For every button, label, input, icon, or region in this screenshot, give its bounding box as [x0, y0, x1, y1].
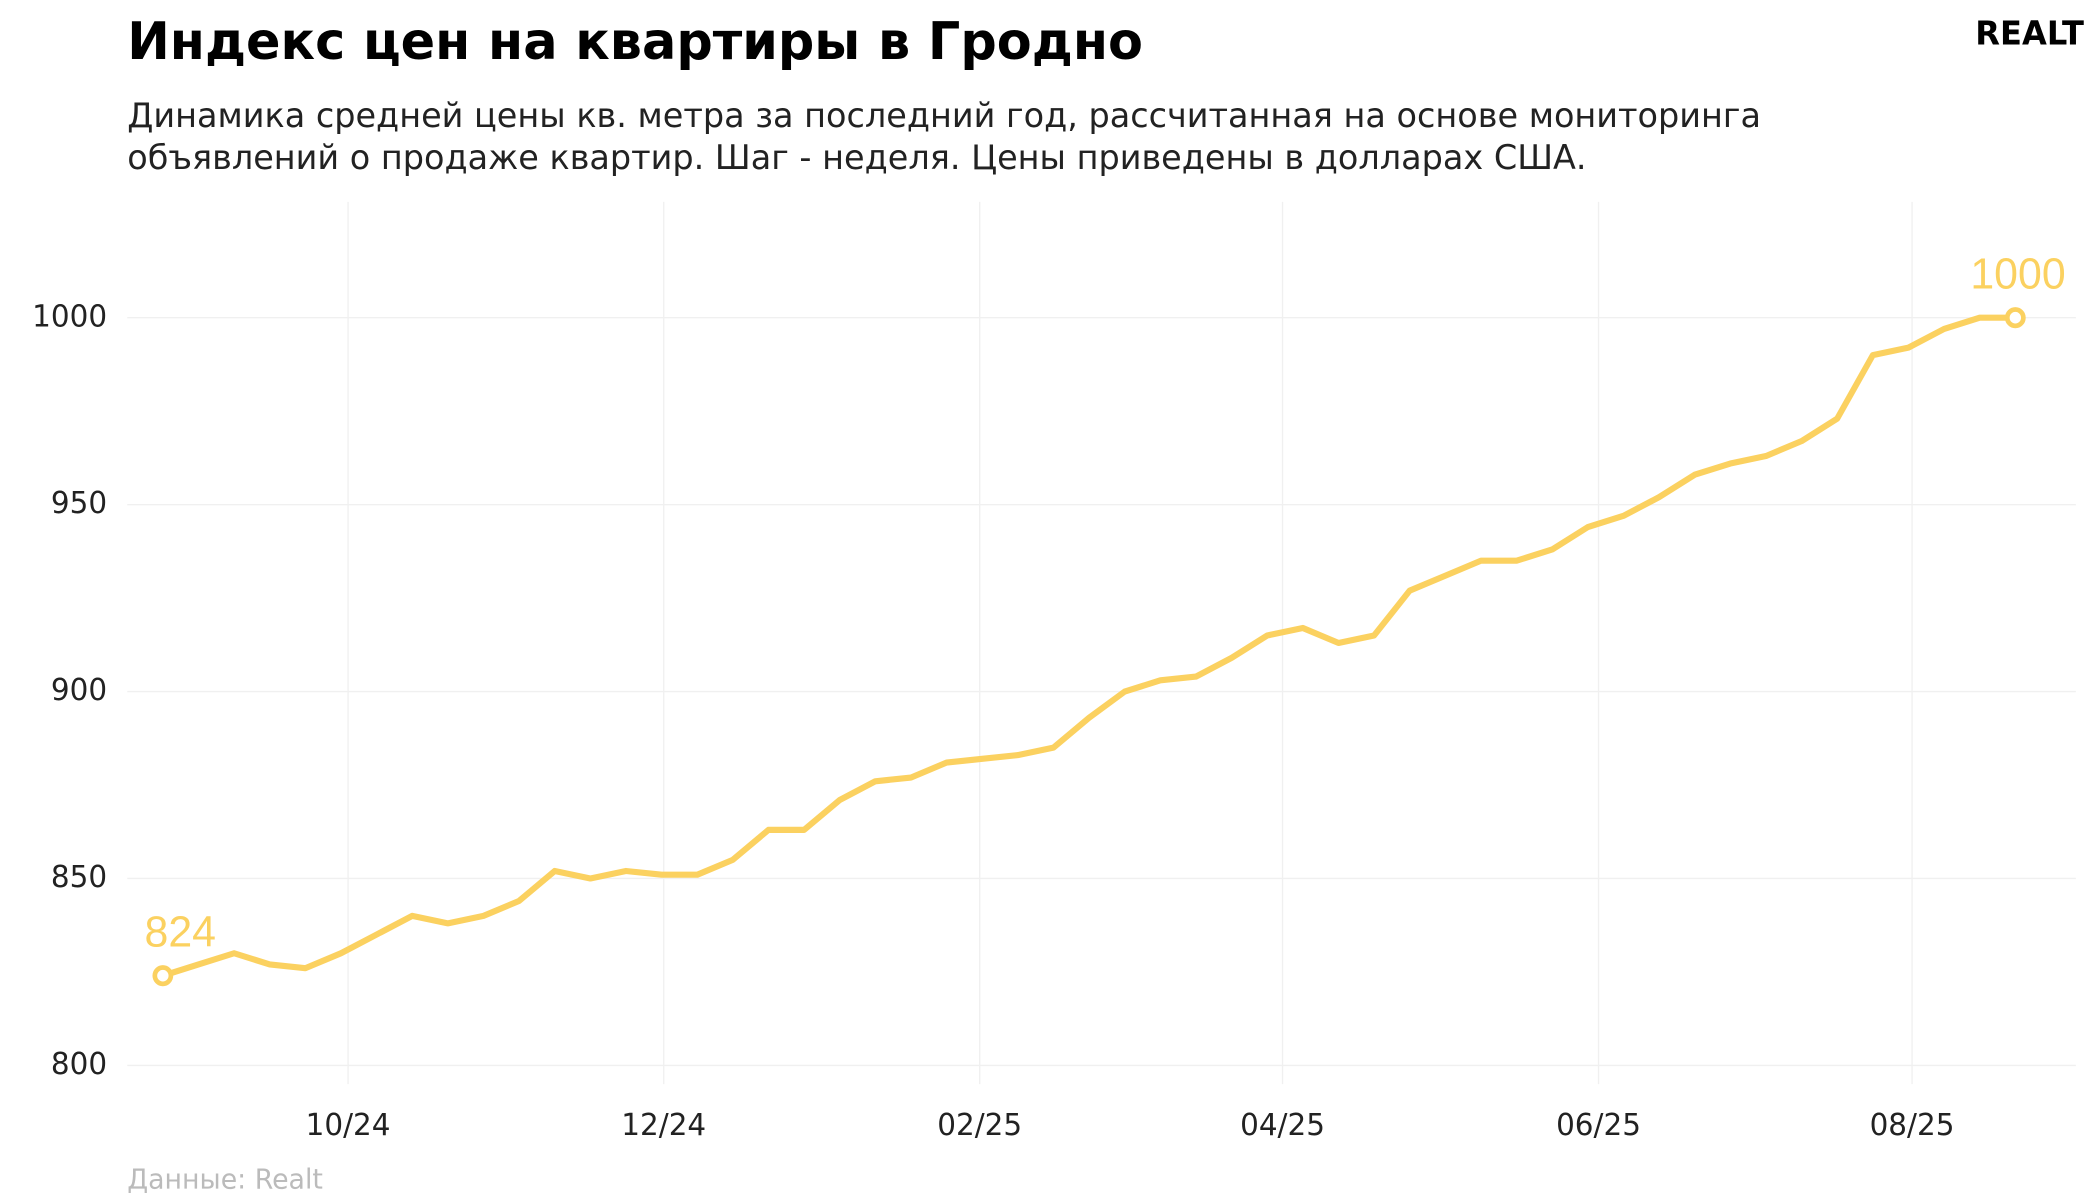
source: Данные: Realt [127, 1164, 323, 1195]
chart-subtitle: объявлений о продаже квартир. Шаг - неде… [127, 138, 1586, 177]
data-label: 1000 [1970, 250, 2065, 298]
line [161, 314, 2016, 979]
x-tick-label: 08/25 [1870, 1108, 1955, 1143]
x-tick-label: 12/24 [621, 1108, 706, 1143]
end-marker [152, 965, 174, 987]
chart-subtitle: Динамика средней цены кв. метра за после… [127, 96, 1761, 135]
end-marker [2004, 307, 2026, 329]
x-tick-label: 10/24 [306, 1108, 391, 1143]
y-tick-label: 850 [51, 860, 107, 895]
x-tick-label: 02/25 [937, 1108, 1022, 1143]
data-label: 824 [145, 908, 216, 956]
x-tick-label: 06/25 [1556, 1108, 1641, 1143]
y-tick-label: 900 [51, 673, 107, 708]
logo: REALT [1975, 14, 2084, 52]
x-tick-label: 04/25 [1240, 1108, 1325, 1143]
chart-title: Индекс цен на квартиры в Гродно [127, 12, 1143, 73]
y-tick-label: 800 [51, 1047, 107, 1082]
y-tick-label: 1000 [32, 299, 107, 334]
y-tick-label: 950 [51, 486, 107, 521]
